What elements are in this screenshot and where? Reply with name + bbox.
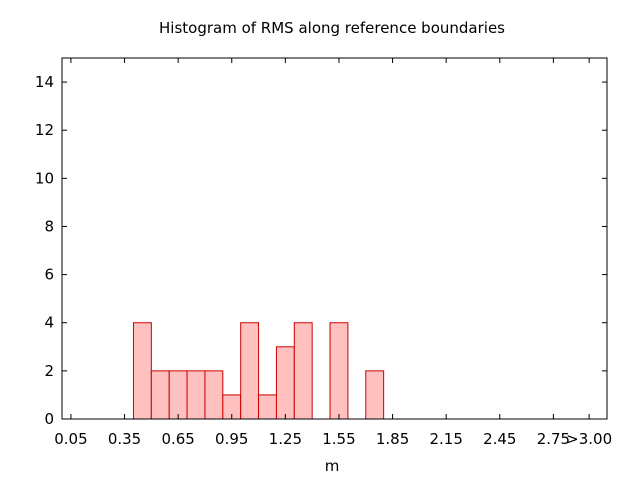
x-tick-label: 2.75 — [537, 430, 570, 448]
x-tick-label: 0.05 — [54, 430, 87, 448]
y-tick-label: 4 — [44, 314, 54, 332]
y-tick-label: 0 — [44, 410, 54, 428]
histogram-bar-4 — [204, 370, 224, 420]
histogram-bar-11 — [365, 370, 385, 420]
bars-group — [132, 322, 385, 420]
y-tick-label: 2 — [44, 362, 54, 380]
x-tick-label: 1.55 — [322, 430, 355, 448]
y-tick-label: 12 — [35, 121, 54, 139]
histogram-bar-9 — [293, 322, 313, 420]
x-tick-label: 0.35 — [108, 430, 141, 448]
x-tick-label: 2.45 — [483, 430, 516, 448]
histogram-bar-7 — [258, 394, 277, 420]
histogram-bar-8 — [275, 346, 295, 420]
x-tick-label: 2.15 — [429, 430, 462, 448]
histogram-bar-1 — [150, 370, 170, 420]
histogram-bar-2 — [168, 370, 188, 420]
x-tick-label: >3.00 — [566, 430, 612, 448]
y-tick-label: 6 — [44, 266, 54, 284]
x-tick-label: 1.85 — [376, 430, 409, 448]
histogram-bar-10 — [329, 322, 349, 420]
x-tick-label: 1.25 — [269, 430, 302, 448]
y-tick-label: 10 — [35, 169, 54, 187]
y-tick-label: 14 — [35, 73, 54, 91]
y-tick-label: 8 — [44, 217, 54, 235]
histogram-bar-6 — [240, 322, 260, 420]
ticks-group: 0 2 4 6 8 10 12 14 0.05 0.35 0.65 0.95 1.25 1.55 1.85 2… — [35, 58, 612, 448]
x-tick-label: 0.65 — [161, 430, 194, 448]
x-tick-label: 0.95 — [215, 430, 248, 448]
chart-title: Histogram of RMS along reference boundar… — [159, 19, 505, 37]
x-axis-label: m — [325, 457, 340, 475]
plot-frame — [61, 57, 608, 420]
histogram-bar-0 — [132, 322, 152, 420]
histogram-bar-3 — [186, 370, 206, 420]
